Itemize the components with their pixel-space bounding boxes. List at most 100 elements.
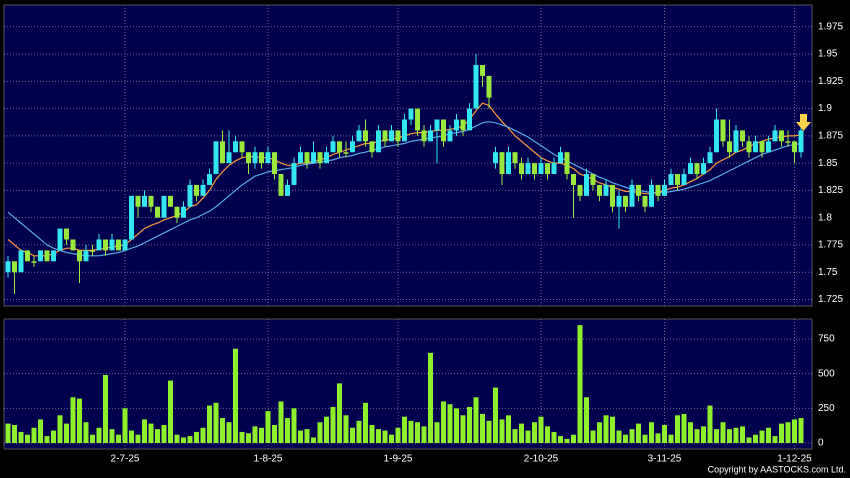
volume-bar	[38, 419, 43, 444]
volume-bar	[311, 437, 316, 444]
volume-bar	[291, 408, 297, 444]
candle-body	[694, 163, 700, 175]
volume-bar	[616, 430, 622, 444]
volume-bar	[363, 402, 368, 444]
volume-bar	[785, 422, 791, 444]
candle-body	[252, 152, 258, 164]
candle-body	[350, 141, 355, 153]
volume-bar	[675, 415, 680, 444]
candle-body	[122, 239, 128, 251]
volume-bar	[441, 401, 446, 444]
volume-bar	[551, 431, 557, 444]
candle-body	[402, 119, 407, 142]
candle-body	[415, 108, 420, 131]
volume-bar	[610, 416, 615, 444]
candle-body	[662, 184, 667, 196]
candle-body	[129, 195, 134, 240]
x-tick-label: 1-8-25	[254, 454, 283, 465]
volume-bar	[473, 397, 479, 444]
volume-bar	[564, 438, 570, 444]
candle-body	[12, 261, 17, 273]
candle-body	[441, 119, 446, 142]
candle-body	[590, 174, 596, 185]
candle-body	[759, 141, 765, 153]
volume-bar	[330, 406, 336, 444]
candle-body	[233, 141, 238, 153]
candle-body	[194, 184, 199, 196]
volume-bar	[168, 380, 173, 444]
volume-bar	[44, 436, 50, 444]
volume-bar	[161, 424, 167, 444]
y-tick-label: 1.95	[818, 49, 838, 60]
candle-body	[727, 141, 732, 153]
candle-body	[558, 152, 563, 164]
y-tick-label: 1.975	[818, 21, 843, 32]
candle-body	[772, 130, 778, 142]
candle-body	[480, 64, 485, 76]
candle-body	[792, 141, 797, 153]
candle-body	[623, 195, 628, 207]
candle-body	[460, 119, 466, 131]
candle-body	[584, 174, 589, 196]
candle-body	[733, 130, 739, 153]
candle-body	[545, 163, 550, 175]
volume-bar	[356, 420, 362, 444]
volume-bar	[181, 437, 186, 444]
candle-body	[720, 119, 726, 142]
candle-body	[174, 206, 180, 218]
candle-body	[454, 119, 459, 131]
candle-body	[311, 152, 316, 164]
candle-body	[616, 195, 622, 207]
volume-bar	[382, 430, 388, 444]
candle-body	[57, 228, 63, 251]
candle-body	[155, 206, 160, 218]
candle-body	[525, 163, 531, 175]
volume-bar	[460, 415, 466, 444]
volume-bar	[226, 422, 232, 444]
volume-bar	[272, 424, 277, 444]
volume-bar	[70, 397, 76, 444]
volume-bar	[655, 433, 661, 444]
candle-body	[369, 141, 375, 153]
candle-body	[44, 250, 50, 262]
volume-bar	[597, 422, 602, 444]
volume-bar	[285, 418, 290, 444]
volume-bar	[77, 398, 82, 444]
y-tick-label: 1.775	[818, 240, 843, 251]
candle-body	[447, 130, 453, 142]
y-tick-label: 1.725	[818, 294, 843, 305]
candle-body	[467, 108, 472, 131]
copyright: Copyright by AASTOCKS.com Ltd.	[708, 464, 846, 474]
volume-bar	[727, 429, 732, 444]
candle-body	[168, 195, 173, 207]
volume-bar	[662, 424, 667, 444]
candle-body	[649, 184, 654, 207]
candle-body	[389, 130, 394, 142]
candle-body	[428, 130, 433, 142]
volume-bar	[434, 422, 440, 444]
volume-bar	[83, 422, 89, 444]
candle-body	[785, 141, 791, 143]
volume-bar	[252, 426, 258, 444]
candle-body	[337, 141, 342, 153]
volume-bar	[707, 405, 713, 444]
candle-body	[499, 152, 505, 175]
volume-bar	[148, 423, 154, 444]
volume-bar	[759, 430, 765, 444]
volume-bar	[649, 422, 654, 444]
volume-bar	[369, 424, 375, 444]
y-tick-label: 1.925	[818, 76, 843, 87]
candle-body	[96, 239, 102, 251]
candle-body	[226, 152, 232, 164]
candle-body	[746, 141, 752, 153]
candle-body	[376, 130, 381, 153]
x-tick-label: 1-9-25	[384, 454, 413, 465]
candle-body	[740, 130, 745, 142]
volume-bar	[545, 426, 550, 444]
candle-body	[200, 184, 206, 196]
candle-body	[116, 239, 121, 251]
volume-bar	[200, 427, 206, 444]
volume-bar	[746, 437, 752, 444]
candle-body	[681, 174, 687, 185]
candle-body	[753, 141, 758, 153]
